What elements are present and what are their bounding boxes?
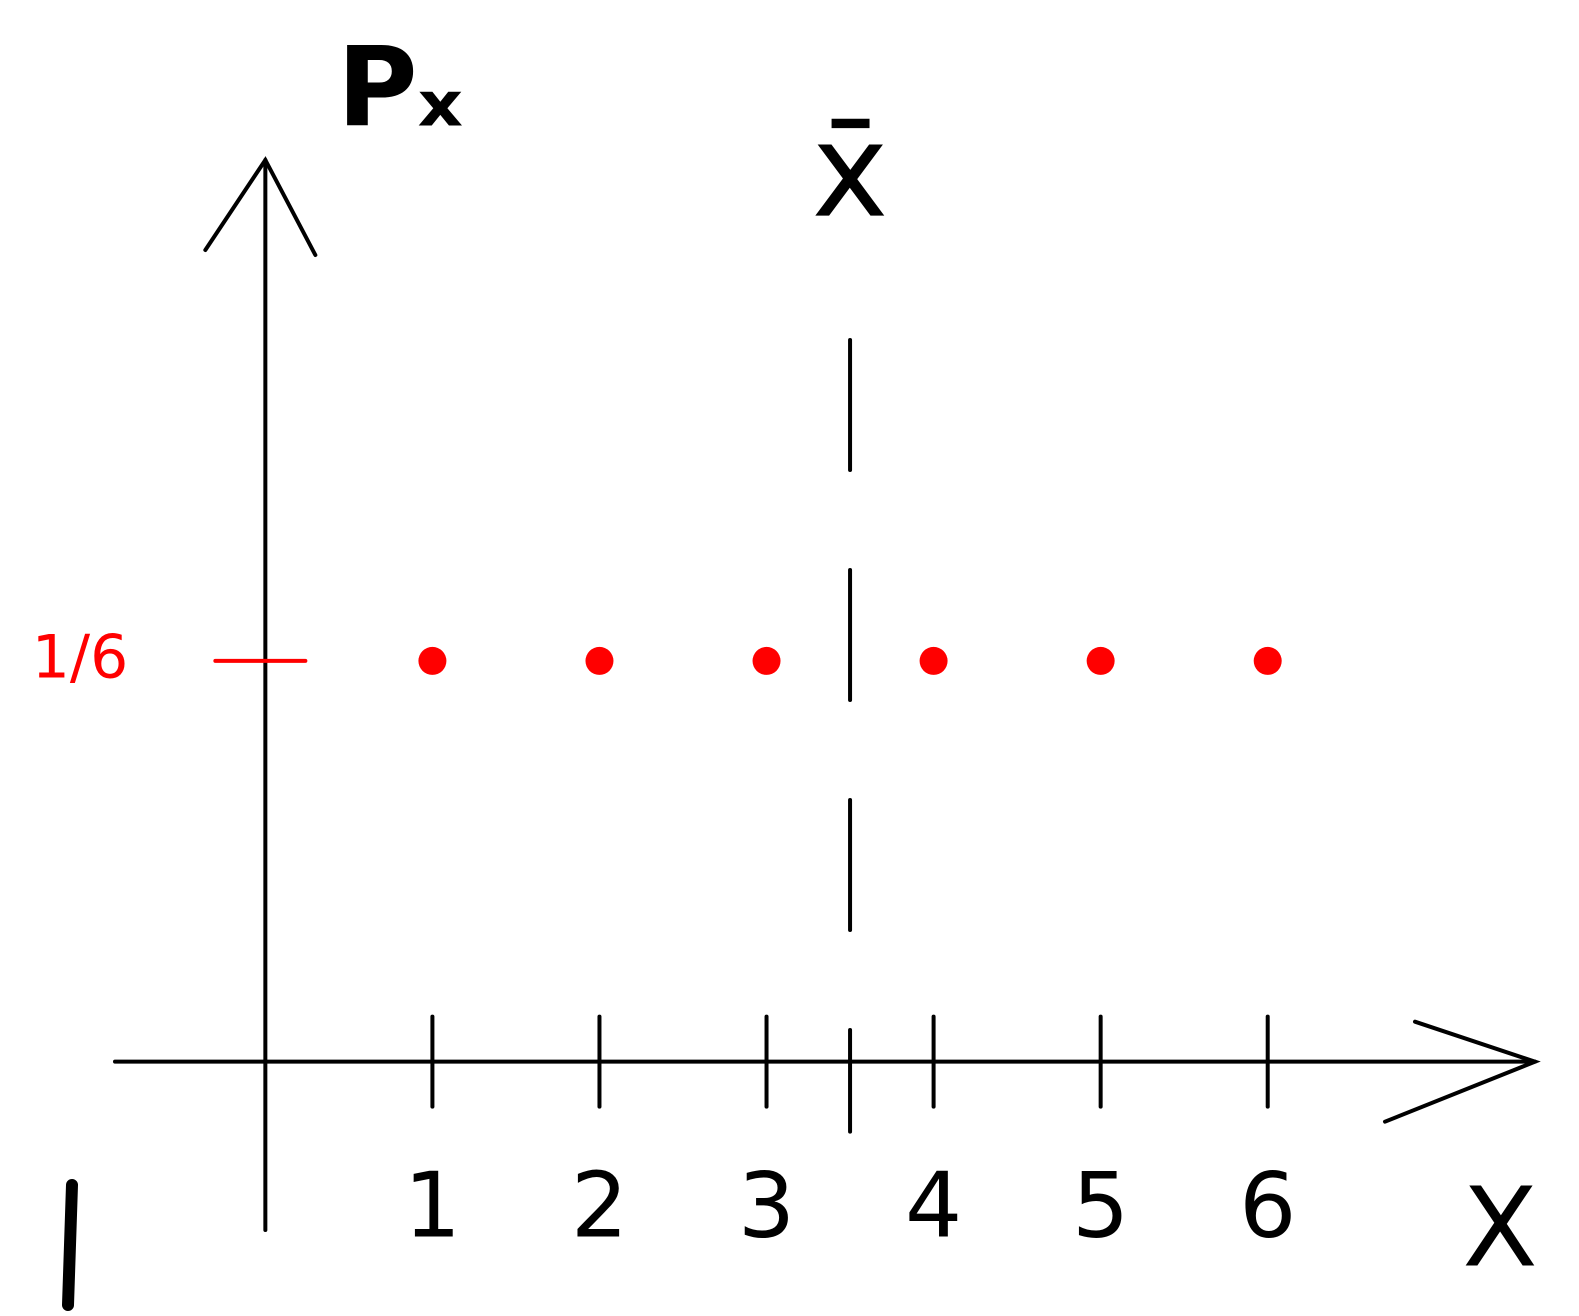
- x-tick-label: 2: [571, 1154, 628, 1259]
- point: [753, 647, 781, 675]
- y-axis-arrow: [205, 160, 315, 255]
- mean-label: x̄: [812, 95, 889, 247]
- x-axis-label: X: [1462, 1163, 1537, 1291]
- x-tick-label: 6: [1239, 1154, 1296, 1259]
- chart: Pₓ X 1 2 3 4 5 6 1/6 x̄: [0, 0, 1579, 1316]
- point: [1087, 647, 1115, 675]
- point: [585, 647, 613, 675]
- point: [1254, 647, 1282, 675]
- x-tick-label: 5: [1072, 1154, 1129, 1259]
- chart-title: Pₓ: [337, 23, 463, 151]
- x-axis-arrow: [1385, 1022, 1535, 1122]
- point: [418, 647, 446, 675]
- x-tick-label: 4: [905, 1154, 962, 1259]
- stray-mark: [68, 1185, 72, 1305]
- x-tick-label: 1: [404, 1154, 461, 1259]
- point: [920, 647, 948, 675]
- x-tick-label: 3: [738, 1154, 795, 1259]
- y-tick-label: 1/6: [32, 623, 129, 693]
